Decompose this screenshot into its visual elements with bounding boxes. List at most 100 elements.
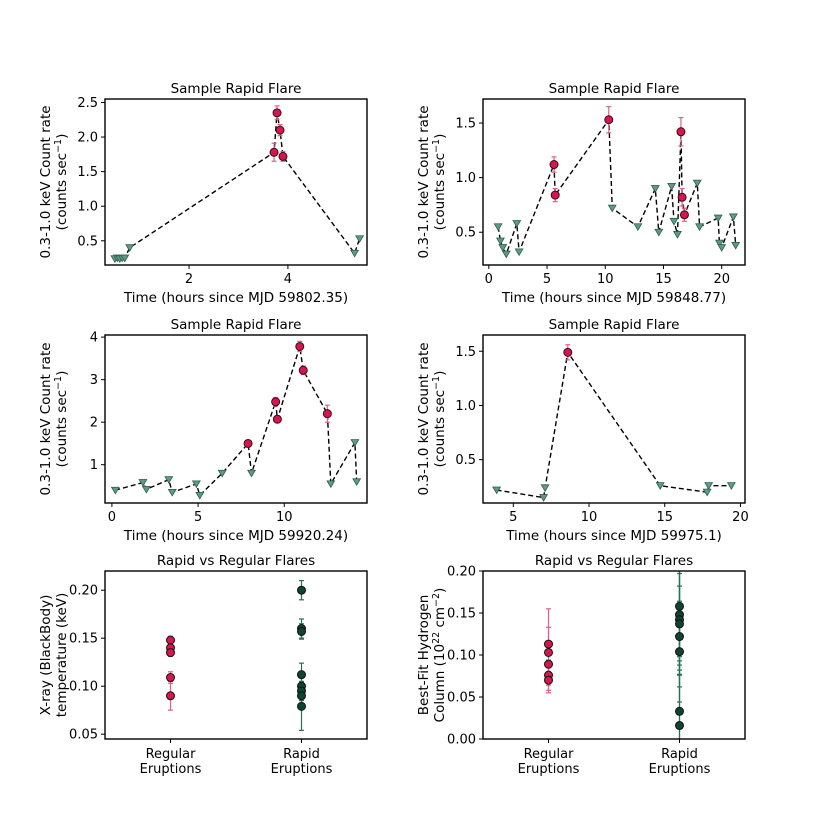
panel-title: Rapid vs Regular Flares	[535, 553, 693, 569]
data-point	[166, 648, 175, 658]
plot-frame	[482, 570, 746, 740]
upper-limit-marker	[125, 244, 135, 253]
upper-limit-marker	[495, 237, 505, 246]
y-axis-label-line2: (counts sec−1)	[53, 134, 70, 231]
y-tick-label: 4	[90, 331, 98, 346]
y-axis-label-line2: Column (1022 cm−2)	[431, 588, 448, 723]
upper-limit-marker	[728, 213, 738, 222]
y-tick-label: 0.20	[69, 584, 98, 599]
data-point	[676, 127, 686, 137]
y-axis-label: 0.3-1.0 keV Count rate (counts sec−1)	[416, 342, 448, 495]
panel-5: Rapid vs Regular Flares 0.05 0.10 0.15 0.20 R…	[38, 553, 368, 777]
y-tick-label: 1.5	[77, 165, 98, 180]
data-point	[272, 108, 282, 118]
upper-limit-marker	[695, 223, 705, 232]
data-point	[675, 632, 684, 642]
upper-limit-marker	[667, 182, 677, 191]
upper-limit-marker	[350, 439, 360, 447]
upper-limit-marker	[731, 241, 741, 250]
x-tick-label: 10	[581, 510, 598, 525]
plot-frame	[482, 334, 746, 504]
x-tick-label: 5	[543, 272, 551, 287]
y-tick-label: 1	[90, 458, 98, 473]
y-tick-label: 0.05	[69, 728, 98, 743]
upper-limit-marker	[141, 485, 151, 494]
data-point	[275, 125, 285, 135]
data-point	[544, 639, 553, 649]
x-tick-label: Rapid	[661, 747, 698, 762]
upper-limit-marker	[326, 480, 336, 489]
panel-1: Sample Rapid Flare 0.5 1.0 1.5 2.0 2.5 2 4 Time …	[38, 81, 368, 306]
x-tick-label: Eruptions	[271, 762, 333, 777]
upper-limit-marker	[655, 482, 665, 490]
data-point	[297, 585, 306, 595]
panel-title: Sample Rapid Flare	[171, 81, 302, 97]
y-tick-label: 0.10	[447, 649, 476, 664]
data-point	[298, 365, 308, 375]
x-tick-label: 15	[656, 510, 673, 525]
y-tick-label: 0.5	[455, 453, 476, 468]
upper-limit-marker	[539, 494, 549, 502]
data-point	[297, 670, 306, 680]
x-tick-label: 0	[108, 510, 116, 525]
y-tick-label: 0.05	[447, 691, 476, 706]
data-point	[297, 691, 306, 701]
upper-limit-marker	[702, 488, 712, 497]
y-axis-label-line1: 0.3-1.0 keV Count rate	[416, 342, 432, 495]
upper-limit-marker	[607, 204, 617, 213]
y-tick-label: 1.5	[455, 117, 476, 132]
x-tick-label: 10	[276, 510, 293, 525]
data-point	[166, 635, 175, 645]
y-tick-label: 1.0	[455, 399, 476, 414]
y-tick-label: 0.15	[447, 607, 476, 622]
plot-frame	[104, 334, 368, 504]
upper-limit-marker	[704, 482, 714, 490]
x-tick-label: 5	[509, 510, 517, 525]
upper-limit-marker	[138, 479, 148, 487]
upper-limit-marker	[514, 248, 524, 257]
data-point	[271, 397, 281, 407]
upper-limit-marker	[493, 223, 503, 232]
x-tick-label: 15	[655, 272, 672, 287]
upper-limit-marker	[654, 228, 664, 237]
y-axis-label-line2: temperature (keV)	[54, 593, 70, 718]
y-axis-label: 0.3-1.0 keV Count rate (counts sec−1)	[38, 105, 70, 258]
panel-6: Rapid vs Regular Flares 0.00 0.05 0.10 0.15 0…	[416, 553, 746, 777]
x-axis-label: Time (hours since MJD 59975.1)	[505, 528, 722, 544]
x-tick-label: Eruptions	[518, 762, 580, 777]
y-axis-label-line1: 0.3-1.0 keV Count rate	[38, 342, 54, 495]
y-axis-label-line1: X-ray (BlackBody)	[38, 595, 54, 716]
y-tick-label: 0.5	[77, 234, 98, 249]
y-tick-label: 3	[90, 373, 98, 388]
data-point	[563, 347, 573, 357]
y-tick-label: 1.0	[77, 200, 98, 215]
y-tick-label: 0.10	[69, 680, 98, 695]
y-axis-label-line2: (counts sec−1)	[431, 134, 448, 231]
upper-limit-marker	[713, 214, 723, 223]
x-tick-label: 10	[597, 272, 614, 287]
y-axis-label-line1: 0.3-1.0 keV Count rate	[416, 105, 432, 258]
series-line	[115, 346, 358, 497]
upper-limit-marker	[498, 244, 508, 252]
upper-limit-marker	[355, 235, 365, 244]
plot-frame	[104, 570, 368, 740]
upper-limit-marker	[217, 469, 227, 478]
upper-limit-marker	[650, 185, 660, 193]
data-point	[675, 601, 684, 611]
y-axis-label: 0.3-1.0 keV Count rate (counts sec−1)	[38, 342, 70, 495]
data-point	[544, 675, 553, 685]
upper-limit-marker	[669, 217, 679, 226]
panel-title: Rapid vs Regular Flares	[157, 553, 315, 569]
data-point	[272, 414, 282, 424]
y-tick-label: 0.15	[69, 632, 98, 647]
plot-frame	[104, 98, 368, 266]
data-point	[679, 210, 689, 220]
y-tick-label: 0.20	[447, 565, 476, 580]
x-tick-label: Eruptions	[649, 762, 711, 777]
upper-limit-marker	[195, 491, 205, 500]
x-tick-label: 0	[485, 272, 493, 287]
y-axis-label: 0.3-1.0 keV Count rate (counts sec−1)	[416, 105, 448, 258]
data-point	[550, 190, 560, 200]
x-tick-label: 5	[194, 510, 202, 525]
